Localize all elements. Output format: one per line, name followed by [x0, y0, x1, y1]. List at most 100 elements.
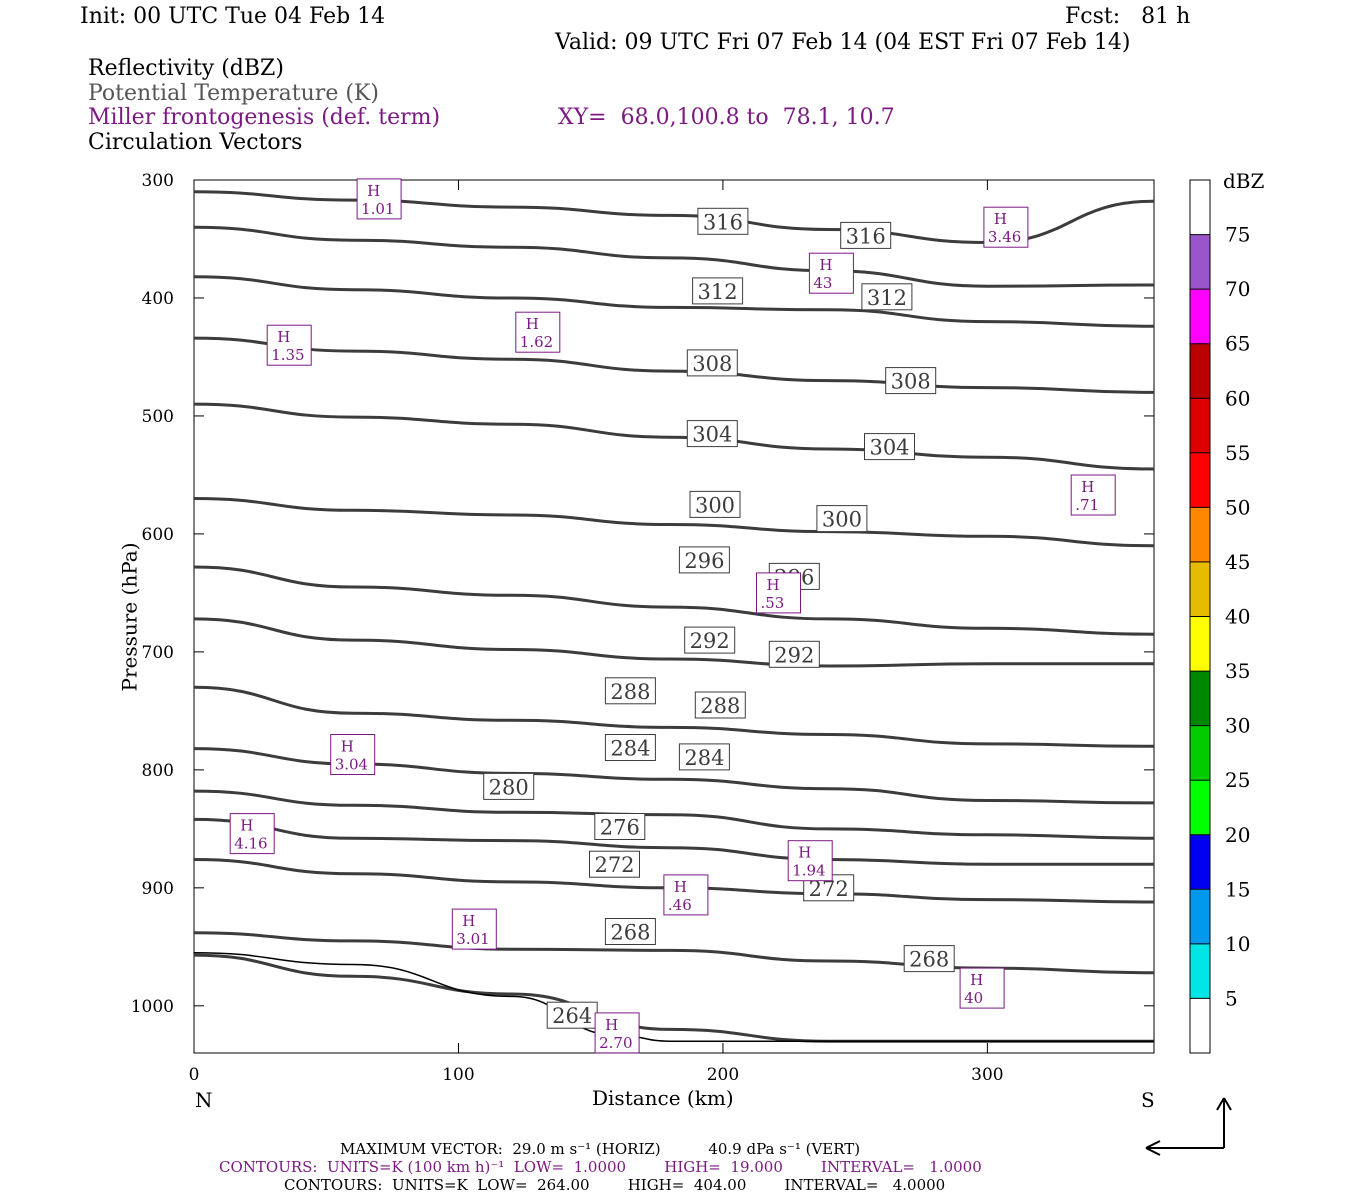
frontogenesis-maximum: H1.94: [787, 840, 833, 882]
theta-label: 284: [678, 743, 730, 771]
x-tick-label: 300: [971, 1065, 1003, 1085]
svg-text:H: H: [994, 210, 1007, 228]
svg-text:288: 288: [700, 694, 740, 718]
svg-text:264: 264: [552, 1004, 592, 1028]
frontogenesis-maxima: H1.01H3.46H43H1.35H1.62H.71H.53H3.04H4.1…: [229, 178, 1116, 1054]
theta-label: 268: [604, 918, 656, 945]
theta-contour-line: [193, 931, 1155, 975]
svg-text:292: 292: [690, 629, 730, 653]
theta-label: 268: [903, 945, 955, 973]
init-time: Init: 00 UTC Tue 04 Feb 14: [80, 4, 386, 29]
colorbar-level-label: 15: [1225, 877, 1250, 901]
theta-label: 300: [816, 505, 868, 533]
colorbar-segment: [1190, 943, 1210, 999]
theta-contour-line: [193, 617, 1154, 668]
colorbar-unit: dBZ: [1223, 169, 1265, 193]
frontogenesis-maximum: H1.35: [266, 324, 312, 366]
svg-text:272: 272: [594, 853, 634, 877]
theta-label: 312: [861, 283, 913, 311]
svg-text:312: 312: [698, 280, 738, 304]
field-circulation-vectors: Circulation Vectors: [88, 130, 303, 155]
theta-label: 276: [594, 813, 646, 840]
svg-text:H: H: [674, 878, 687, 896]
colorbar-level-label: 55: [1225, 441, 1250, 465]
svg-text:300: 300: [695, 493, 735, 517]
colorbar-level-label: 5: [1225, 986, 1238, 1010]
colorbar-segment: [1190, 452, 1210, 508]
colorbar-segment: [1190, 671, 1210, 726]
theta-label: 300: [689, 490, 741, 518]
frontogenesis-maximum: H4.16: [229, 813, 275, 855]
x-tick-label: 100: [442, 1065, 474, 1085]
svg-text:276: 276: [600, 816, 640, 840]
colorbar-segment: [1190, 398, 1210, 453]
colorbar-level-label: 50: [1225, 495, 1250, 519]
svg-text:.53: .53: [761, 594, 785, 612]
svg-text:H: H: [970, 971, 983, 989]
theta-contour-labels: 3163163123123083083043043003002962962922…: [483, 207, 955, 1029]
svg-text:H: H: [819, 256, 832, 274]
theta-contour-note: CONTOURS: UNITS=K LOW= 264.00 HIGH= 404.…: [284, 1176, 946, 1194]
theta-contour-line: [193, 497, 1155, 548]
svg-text:H: H: [767, 576, 780, 594]
theta-label: 284: [604, 734, 656, 761]
colorbar: 5 10 15 20 25 30 35 40 45 50 55 60 65 70 75 dBZ: [1189, 169, 1265, 1054]
forecast-hour: Fcst: 81 h: [1065, 4, 1191, 29]
svg-text:308: 308: [891, 370, 931, 394]
svg-text:H: H: [605, 1016, 618, 1034]
colorbar-segment: [1190, 725, 1210, 781]
y-tick-label: 800: [142, 761, 174, 781]
svg-text:292: 292: [774, 643, 814, 667]
theta-label: 292: [684, 626, 736, 654]
svg-text:.71: .71: [1075, 496, 1099, 514]
y-axis-label: Pressure (hPa): [117, 542, 142, 692]
frontogenesis-maximum: H1.62: [515, 311, 561, 353]
theta-label: 316: [840, 221, 892, 249]
field-potential-temperature: Potential Temperature (K): [88, 81, 379, 106]
svg-text:43: 43: [813, 274, 832, 292]
y-tick-label: 600: [142, 525, 174, 545]
theta-label: 280: [483, 772, 535, 800]
theta-contour-line: [193, 789, 1155, 840]
x-tick-label: 200: [707, 1065, 739, 1085]
colorbar-level-label: 45: [1225, 550, 1250, 574]
cross-section-endpoints: XY= 68.0,100.8 to 78.1, 10.7: [558, 105, 895, 130]
colorbar-segment: [1190, 561, 1210, 617]
north-label: N: [195, 1088, 213, 1112]
frontogenesis-maximum: H2.70: [594, 1012, 640, 1054]
colorbar-level-label: 10: [1225, 932, 1250, 956]
y-tick-label: 700: [142, 643, 174, 663]
colorbar-segment: [1190, 889, 1210, 944]
axes: 0 100 200 300 300 400 500 600 700 800 900 1000: [131, 171, 1154, 1085]
svg-text:2.70: 2.70: [599, 1034, 632, 1052]
svg-text:40: 40: [964, 989, 983, 1007]
svg-text:268: 268: [909, 948, 949, 972]
colorbar-level-label: 75: [1225, 223, 1250, 247]
plot-area: [193, 179, 1155, 1054]
svg-text:316: 316: [846, 224, 886, 248]
field-frontogenesis: Miller frontogenesis (def. term): [88, 105, 441, 130]
svg-text:.46: .46: [668, 896, 692, 914]
x-axis-label: Distance (km): [592, 1086, 734, 1110]
frontogenesis-maximum: H3.01: [451, 908, 497, 950]
y-tick-label: 300: [142, 171, 174, 191]
y-tick-label: 1000: [131, 997, 174, 1017]
theta-contour-line: [193, 685, 1155, 748]
south-label: S: [1141, 1088, 1155, 1112]
theta-label: 316: [697, 207, 749, 235]
svg-text:H: H: [462, 912, 475, 930]
colorbar-level-label: 60: [1225, 386, 1250, 410]
svg-text:284: 284: [610, 737, 650, 761]
colorbar-level-label: 70: [1225, 277, 1250, 301]
theta-label: 308: [686, 349, 738, 377]
svg-text:288: 288: [610, 680, 650, 704]
reference-vector-icon: [1145, 1097, 1232, 1156]
colorbar-level-label: 65: [1225, 332, 1250, 356]
svg-text:1.01: 1.01: [361, 200, 394, 218]
colorbar-level-label: 25: [1225, 768, 1250, 792]
svg-text:H: H: [341, 738, 354, 756]
frontogenesis-maximum: H3.04: [330, 734, 376, 775]
x-tick-label: 0: [189, 1065, 200, 1085]
y-tick-label: 400: [142, 289, 174, 309]
